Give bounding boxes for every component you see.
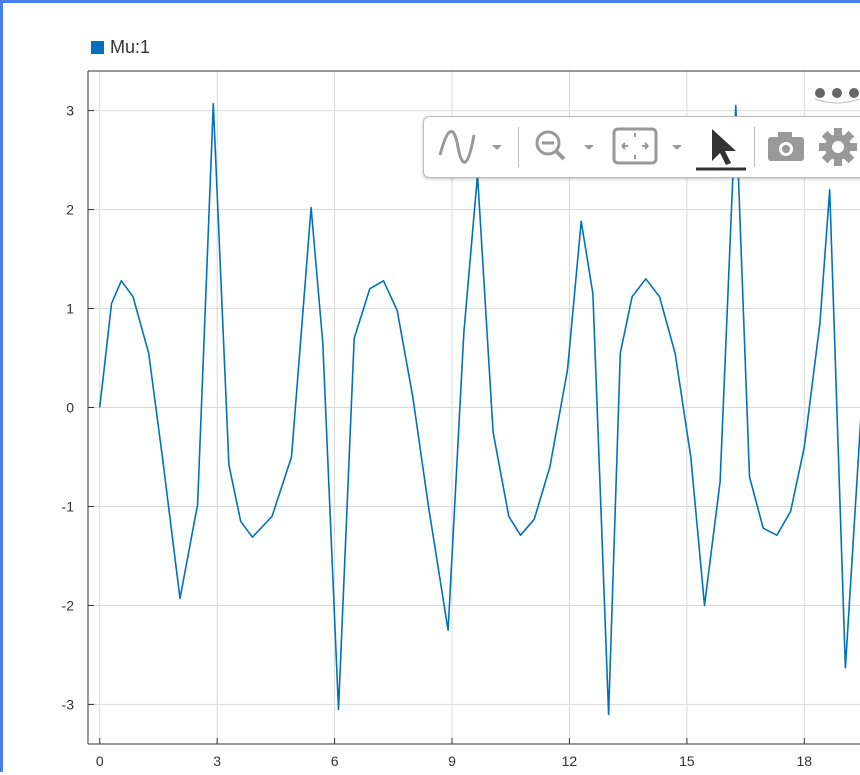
y-tick-label: 3: [66, 103, 74, 119]
y-tick-label: 0: [66, 400, 74, 416]
y-tick-label: -3: [62, 696, 75, 712]
snapshot-button[interactable]: [764, 117, 808, 177]
camera-icon: [768, 132, 804, 161]
zoom-icon: [535, 130, 594, 161]
y-tick-label: -2: [62, 597, 75, 613]
more-options-icon[interactable]: [811, 81, 860, 105]
signal-style-icon: [438, 130, 502, 164]
axes-toolbar: [423, 116, 860, 178]
cursor-icon: [696, 129, 746, 171]
gear-icon: [819, 128, 857, 166]
x-tick-label: 18: [796, 753, 812, 769]
x-tick-label: 12: [562, 753, 578, 769]
signal-style-button[interactable]: [432, 117, 508, 177]
x-tick-label: 6: [331, 753, 339, 769]
y-tick-label: 2: [66, 202, 74, 218]
settings-button[interactable]: [814, 117, 860, 177]
y-tick-label: 1: [66, 301, 74, 317]
x-tick-label: 9: [448, 753, 456, 769]
zoom-button[interactable]: [528, 117, 600, 177]
legend-swatch: [91, 41, 104, 54]
toolbar-separator: [518, 127, 519, 167]
x-tick-label: 0: [96, 753, 104, 769]
legend-label: Mu:1: [110, 37, 151, 57]
cursor-button[interactable]: [694, 117, 748, 177]
x-tick-label: 15: [679, 753, 695, 769]
plot-area[interactable]: 0 3 6 9 12 15 18 3 2 1 0 -1 -2 -3: [3, 3, 860, 775]
series-line: [98, 102, 860, 716]
toolbar-separator: [754, 127, 755, 167]
y-tick-label: -1: [62, 498, 75, 514]
x-tick-label: 3: [213, 753, 221, 769]
legend[interactable]: Mu:1: [91, 37, 150, 58]
fit-to-view-button[interactable]: [610, 117, 690, 177]
fit-to-view-icon: [612, 127, 682, 165]
